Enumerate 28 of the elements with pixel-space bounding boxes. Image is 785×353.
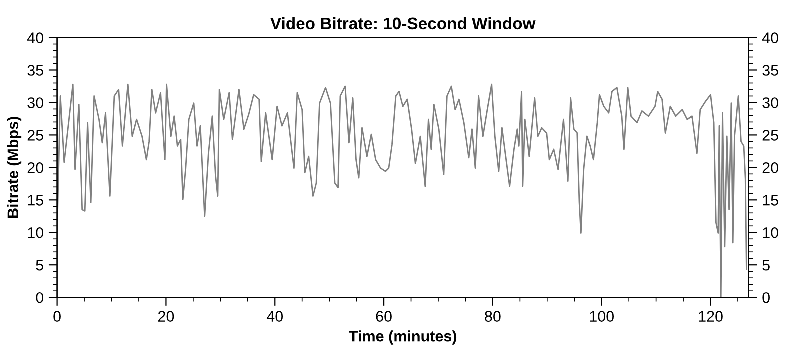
x-tick-label: 60 <box>376 311 392 322</box>
y2-tick-label: 0 <box>762 292 770 304</box>
x-tick-label: 80 <box>485 311 501 322</box>
chart-title: Video Bitrate: 10-Second Window <box>270 17 536 30</box>
y2-tick-label: 40 <box>762 32 778 44</box>
y2-tick-label: 20 <box>762 162 778 174</box>
y-tick-label: 20 <box>28 162 44 174</box>
y-tick-label: 25 <box>28 130 44 141</box>
x-axis-title: Time (minutes) <box>349 330 457 345</box>
y2-tick-label: 35 <box>762 65 778 76</box>
y-tick-label: 10 <box>28 227 44 238</box>
y2-tick-label: 25 <box>762 130 778 141</box>
x-tick-label: 20 <box>158 311 174 322</box>
y-tick-label: 5 <box>36 260 44 271</box>
y-tick-label: 30 <box>28 98 44 108</box>
y2-tick-label: 5 <box>762 260 770 271</box>
y-tick-label: 15 <box>28 195 44 206</box>
x-tick-label: 0 <box>54 311 61 322</box>
x-tick-label: 40 <box>266 311 284 322</box>
y-tick-label: 0 <box>36 292 44 304</box>
y-tick-label: 40 <box>27 32 44 44</box>
y-axis-title: Bitrate (Mbps) <box>7 117 22 218</box>
y-tick-label: 35 <box>28 65 44 76</box>
x-tick-label: 100 <box>590 311 614 322</box>
y2-tick-label: 30 <box>762 98 778 108</box>
x-tick-label: 120 <box>699 311 723 322</box>
y2-tick-label: 15 <box>763 195 778 206</box>
y2-tick-label: 10 <box>763 227 778 238</box>
